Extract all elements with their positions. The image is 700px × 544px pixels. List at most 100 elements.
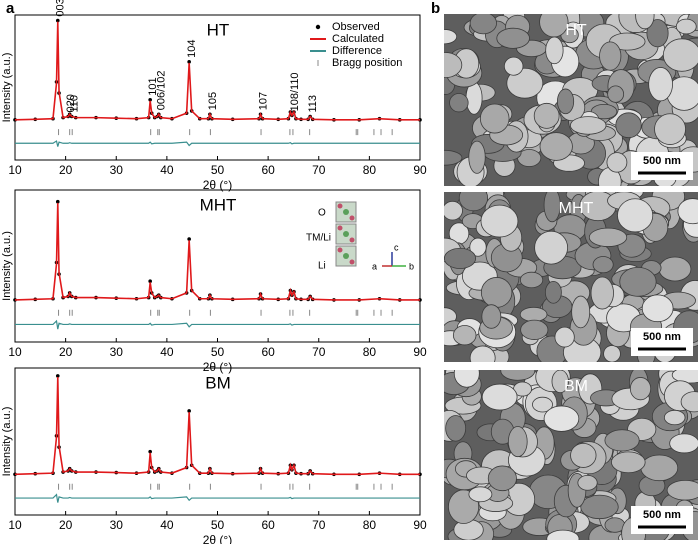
inset-label: TM/Li bbox=[306, 233, 331, 244]
grain bbox=[615, 112, 642, 139]
grain bbox=[669, 433, 698, 454]
atom bbox=[343, 209, 349, 215]
peak-label: 113 bbox=[307, 95, 319, 113]
grain bbox=[487, 465, 517, 492]
observed-point bbox=[148, 97, 152, 102]
grain bbox=[533, 102, 560, 129]
grain bbox=[557, 88, 575, 115]
grain bbox=[444, 149, 463, 166]
grains bbox=[444, 192, 698, 362]
x-tick-label: 20 bbox=[59, 163, 73, 177]
calculated-line bbox=[14, 377, 420, 476]
atom bbox=[349, 237, 355, 243]
scale-bar-label: 500 nm bbox=[643, 155, 681, 167]
grain bbox=[479, 103, 510, 134]
observed-point bbox=[55, 199, 60, 204]
y-axis-label: Intensity (a.u.) bbox=[1, 53, 13, 123]
grain bbox=[480, 204, 519, 238]
observed-point bbox=[187, 237, 191, 241]
grain bbox=[580, 494, 619, 520]
grain bbox=[452, 325, 477, 346]
inset-label: a bbox=[372, 261, 377, 271]
y-axis-label: Intensity (a.u.) bbox=[1, 231, 13, 301]
scale-bar-label: 500 nm bbox=[643, 331, 681, 343]
inset-label: O bbox=[318, 208, 326, 219]
x-tick-label: 10 bbox=[8, 518, 22, 532]
peak-label: 104 bbox=[186, 39, 198, 57]
grain bbox=[519, 306, 548, 323]
scale-bar-box bbox=[631, 328, 693, 356]
calculated-line bbox=[14, 202, 420, 301]
sem-image: MHT 500 nm bbox=[444, 192, 698, 362]
x-axis-label: 2θ (°) bbox=[203, 178, 232, 192]
grain bbox=[551, 370, 569, 394]
grain bbox=[663, 409, 686, 426]
peak-label: 003 bbox=[55, 0, 67, 17]
grain bbox=[469, 14, 497, 35]
grain bbox=[468, 140, 486, 174]
legend-label: Observed bbox=[332, 21, 380, 33]
sem-label: MHT bbox=[559, 200, 594, 217]
grain bbox=[611, 451, 646, 474]
sem-image: BM 500 nm bbox=[444, 370, 698, 540]
x-tick-label: 10 bbox=[8, 345, 22, 359]
peak-label: 020 bbox=[65, 94, 77, 112]
x-tick-label: 70 bbox=[312, 518, 326, 532]
x-tick-label: 90 bbox=[413, 163, 427, 177]
peak-label: 110 bbox=[69, 95, 81, 113]
calculated-line bbox=[14, 21, 420, 121]
grain bbox=[641, 294, 674, 323]
grain bbox=[444, 247, 477, 269]
difference-line bbox=[15, 493, 420, 503]
grain bbox=[666, 479, 698, 501]
sem-label: BM bbox=[564, 378, 588, 395]
grain bbox=[539, 14, 569, 38]
grain bbox=[458, 192, 489, 212]
x-tick-label: 30 bbox=[110, 345, 124, 359]
grain bbox=[496, 27, 530, 49]
grain bbox=[675, 18, 697, 35]
peak-label: 101 bbox=[147, 77, 159, 95]
x-tick-label: 70 bbox=[312, 345, 326, 359]
x-tick-label: 20 bbox=[59, 345, 73, 359]
atom bbox=[337, 203, 343, 209]
grain bbox=[640, 454, 679, 482]
legend-label: Difference bbox=[332, 45, 382, 57]
peak-label: 108/110 bbox=[289, 72, 301, 111]
grain bbox=[604, 429, 640, 452]
grain bbox=[677, 198, 698, 225]
grain bbox=[480, 277, 513, 308]
atom bbox=[349, 215, 355, 221]
grain bbox=[506, 67, 544, 99]
atom bbox=[343, 253, 349, 259]
y-axis-label: Intensity (a.u.) bbox=[1, 407, 13, 477]
inset-label: Li bbox=[318, 261, 326, 272]
grain bbox=[444, 29, 458, 45]
grain bbox=[590, 276, 614, 310]
difference-line bbox=[15, 140, 420, 147]
observed-point bbox=[55, 374, 60, 378]
grain bbox=[617, 198, 654, 233]
observed-point bbox=[187, 409, 191, 413]
grain bbox=[546, 529, 580, 540]
grains bbox=[444, 14, 698, 186]
grain bbox=[545, 36, 564, 65]
grain bbox=[646, 19, 669, 48]
chart-title: MHT bbox=[200, 195, 237, 214]
x-tick-label: 80 bbox=[363, 518, 377, 532]
grain bbox=[680, 391, 698, 413]
grain bbox=[654, 113, 686, 145]
x-tick-label: 60 bbox=[261, 518, 275, 532]
x-tick-label: 20 bbox=[59, 518, 73, 532]
atom bbox=[337, 225, 343, 231]
x-tick-label: 80 bbox=[363, 163, 377, 177]
grain bbox=[569, 116, 607, 135]
x-tick-label: 80 bbox=[363, 345, 377, 359]
peak-label: 105 bbox=[207, 92, 219, 110]
x-tick-label: 90 bbox=[413, 518, 427, 532]
grain bbox=[503, 56, 524, 76]
chart-title: HT bbox=[207, 20, 230, 39]
grain bbox=[481, 304, 502, 329]
